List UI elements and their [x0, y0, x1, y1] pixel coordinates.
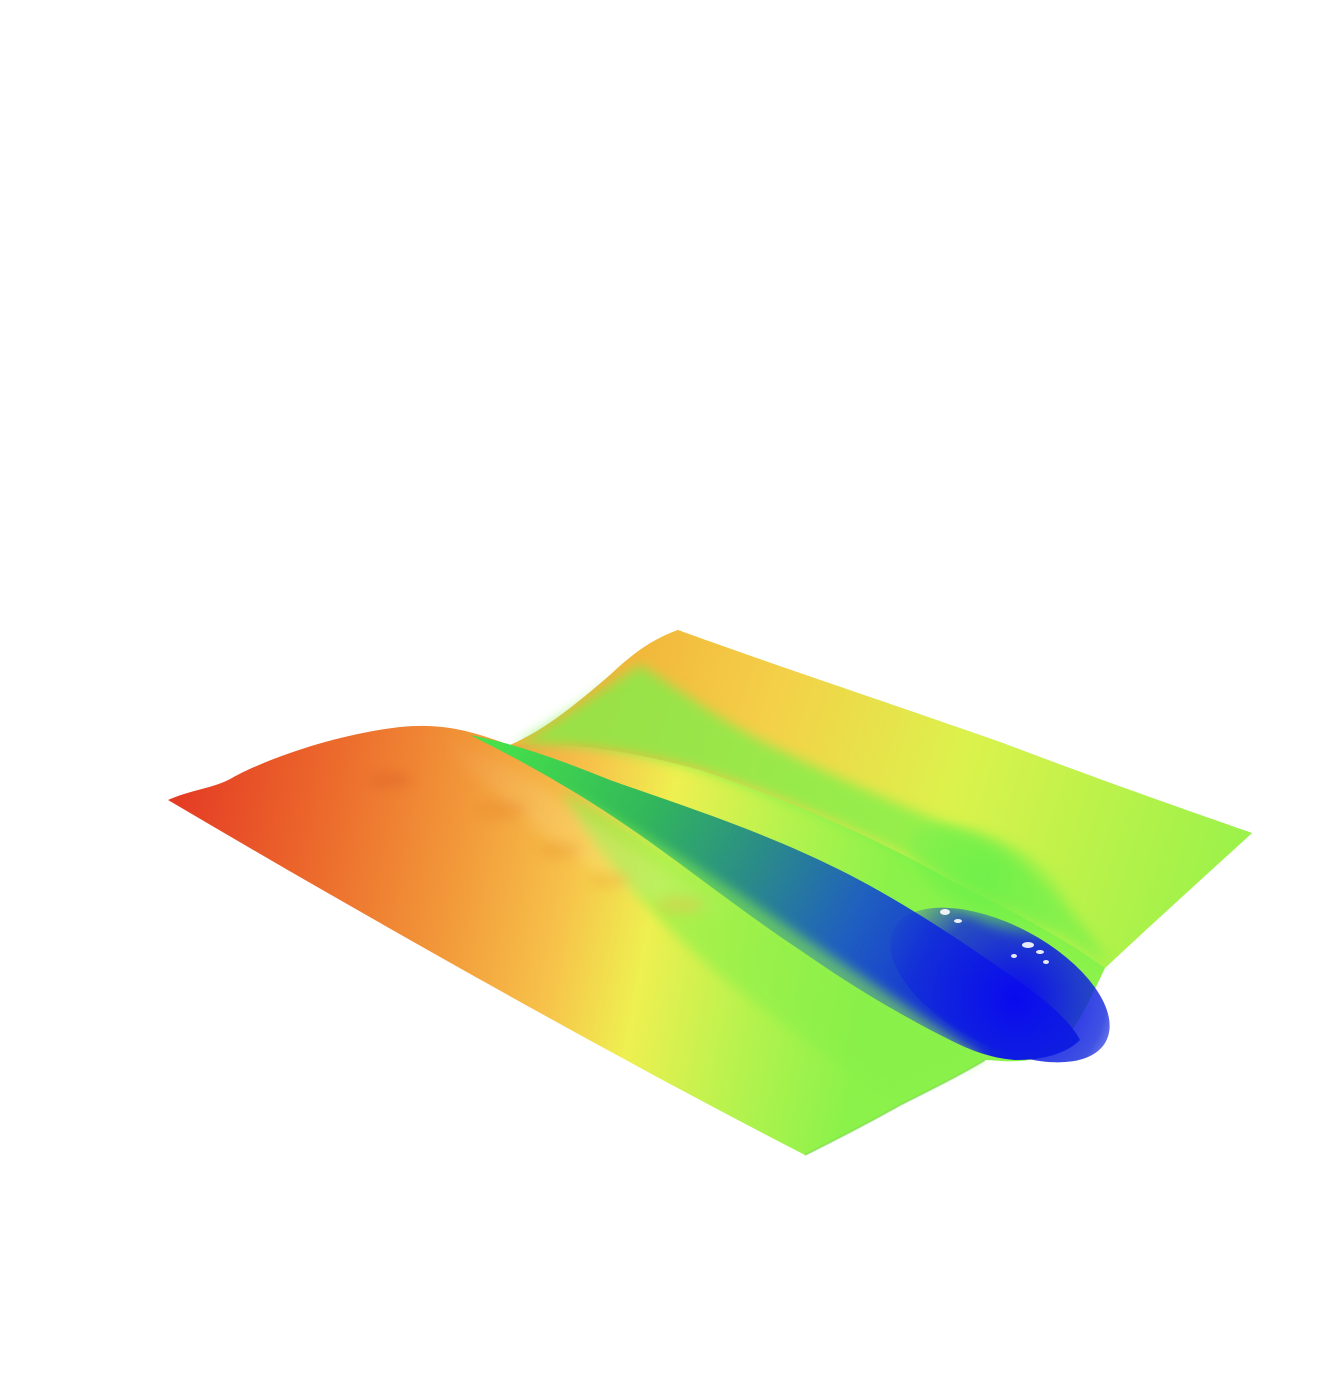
ridge-highlight [430, 735, 740, 916]
ridge-texture [368, 772, 704, 913]
near-slope-green [560, 790, 985, 1100]
trough-right-glow [908, 824, 1072, 936]
surface-bottom-edge [804, 1059, 986, 1156]
trough-highlights [940, 909, 1049, 964]
trough-deep-core [890, 907, 1110, 1063]
far-slope-green [515, 665, 1110, 965]
